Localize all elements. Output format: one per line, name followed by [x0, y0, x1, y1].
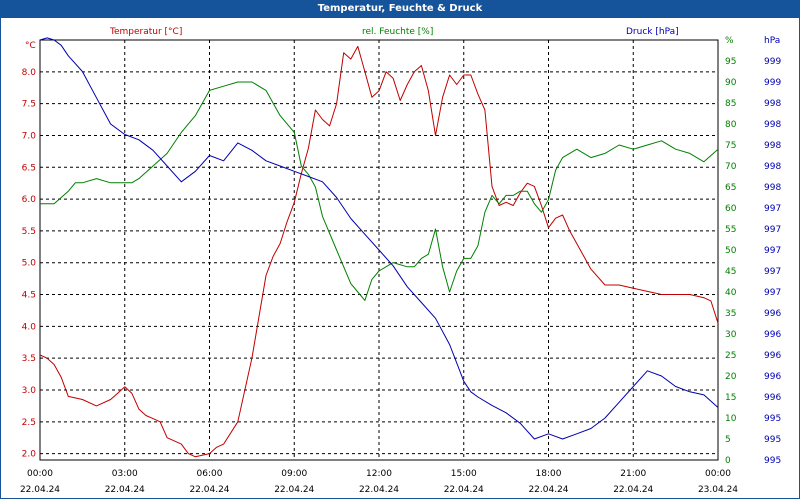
pressure-tick-label: 997: [764, 204, 781, 214]
humidity-tick-label: 75: [725, 141, 736, 151]
time-tick-label: 12:00: [366, 469, 392, 479]
humidity-tick-label: 45: [725, 267, 736, 277]
humidity-tick-label: 0: [725, 456, 731, 466]
series-label-humidity: rel. Feuchte [%]: [362, 27, 433, 37]
pressure-tick-label: 996: [764, 309, 781, 319]
pressure-tick-label: 996: [764, 330, 781, 340]
temperature-tick-label: 3.5: [22, 354, 36, 364]
humidity-tick-label: 25: [725, 351, 736, 361]
pressure-axis: 995 995 995 996 996 996 996 996 997 997 997 997 997 9…: [764, 36, 781, 466]
series-line-temperature: [39, 45, 719, 458]
date-tick-label: 22.04.24: [359, 485, 399, 495]
time-tick-label: 15:00: [451, 469, 477, 479]
temperature-tick-label: 8.0: [22, 68, 37, 78]
humidity-tick-label: 15: [725, 393, 736, 403]
date-tick-label: 22.04.24: [274, 485, 314, 495]
humidity-tick-label: 35: [725, 309, 736, 319]
humidity-tick-label: 90: [725, 78, 737, 88]
date-tick-label: 22.04.24: [105, 485, 145, 495]
plot-area-border: [39, 39, 719, 461]
pressure-tick-label: 995: [764, 456, 781, 466]
temperature-axis: 2.0 2.5 3.0 3.5 4.0 4.5 5.0 5.5 6.0 6.5 7.0 7.5 8.0: [22, 68, 37, 460]
temperature-tick-label: 6.0: [22, 195, 37, 205]
humidity-tick-label: 30: [725, 330, 737, 340]
pressure-tick-label: 996: [764, 393, 781, 403]
pressure-tick-label: 999: [764, 78, 781, 88]
pressure-tick-label: hPa: [764, 36, 780, 46]
pressure-tick-label: 995: [764, 435, 781, 445]
temperature-tick-label: 4.5: [22, 291, 36, 301]
date-tick-label: 22.04.24: [528, 485, 568, 495]
pressure-tick-label: 998: [764, 162, 781, 172]
temperature-tick-label: 7.5: [22, 100, 36, 110]
humidity-tick-label: 40: [725, 288, 737, 298]
series-line-humidity: [40, 81, 719, 301]
pressure-tick-label: 997: [764, 225, 781, 235]
temperature-tick-label: 5.0: [22, 259, 37, 269]
humidity-tick-label: %: [725, 36, 734, 46]
humidity-tick-label: 60: [725, 204, 737, 214]
time-tick-label: 21:00: [620, 469, 646, 479]
window-title: Temperatur, Feuchte & Druck: [0, 0, 800, 18]
humidity-tick-label: 85: [725, 99, 736, 109]
date-tick-label: 22.04.24: [189, 485, 229, 495]
temperature-tick-label: 3.0: [22, 386, 37, 396]
temperature-tick-label: 5.5: [22, 227, 36, 237]
pressure-tick-label: 998: [764, 99, 781, 109]
time-tick-label: 06:00: [197, 469, 223, 479]
pressure-tick-label: 998: [764, 141, 781, 151]
time-tick-label: 00:00: [705, 469, 731, 479]
humidity-tick-label: 80: [725, 120, 737, 130]
pressure-tick-label: 995: [764, 414, 781, 424]
series-label-temperature: Temperatur [°C]: [109, 27, 182, 37]
temperature-tick-label: 4.0: [22, 322, 37, 332]
time-tick-label: 00:00: [27, 469, 53, 479]
pressure-tick-label: 996: [764, 372, 781, 382]
pressure-tick-label: 998: [764, 120, 781, 130]
humidity-tick-label: 70: [725, 162, 737, 172]
time-axis: 00:00 22.04.24 03:00 22.04.24 06:00 22.04.24 0…: [20, 469, 738, 495]
temperature-tick-label: 2.0: [22, 450, 37, 460]
date-tick-label: 22.04.24: [613, 485, 653, 495]
pressure-tick-label: 996: [764, 351, 781, 361]
date-tick-label: 22.04.24: [444, 485, 484, 495]
date-tick-label: 22.04.24: [20, 485, 60, 495]
pressure-tick-label: 998: [764, 183, 781, 193]
humidity-tick-label: 50: [725, 246, 737, 256]
series-label-pressure: Druck [hPa]: [626, 27, 679, 37]
date-tick-label: 23.04.24: [698, 485, 738, 495]
time-tick-label: 03:00: [112, 469, 138, 479]
pressure-tick-label: 997: [764, 246, 781, 256]
humidity-axis: 0 5 10 15 20 25 30 35 40 45 50 55 60 65 70 75 80 85 90 95%: [725, 36, 737, 466]
time-tick-label: 09:00: [281, 469, 307, 479]
pressure-tick-label: 999: [764, 57, 781, 67]
humidity-tick-label: 55: [725, 225, 736, 235]
pressure-tick-label: 997: [764, 267, 781, 277]
pressure-tick-label: 997: [764, 288, 781, 298]
humidity-tick-label: 10: [725, 414, 737, 424]
temperature-tick-label: 2.5: [22, 418, 36, 428]
series-lines: [39, 37, 719, 458]
humidity-tick-label: 5: [725, 435, 731, 445]
humidity-tick-label: 20: [725, 372, 737, 382]
temperature-tick-label: 7.0: [22, 131, 37, 141]
temperature-tick-label: 6.5: [22, 163, 36, 173]
time-tick-label: 18:00: [536, 469, 562, 479]
humidity-tick-label: 65: [725, 183, 736, 193]
left-axis-unit: °C: [25, 41, 36, 51]
humidity-tick-label: 95: [725, 57, 736, 67]
series-line-pressure: [39, 37, 719, 440]
